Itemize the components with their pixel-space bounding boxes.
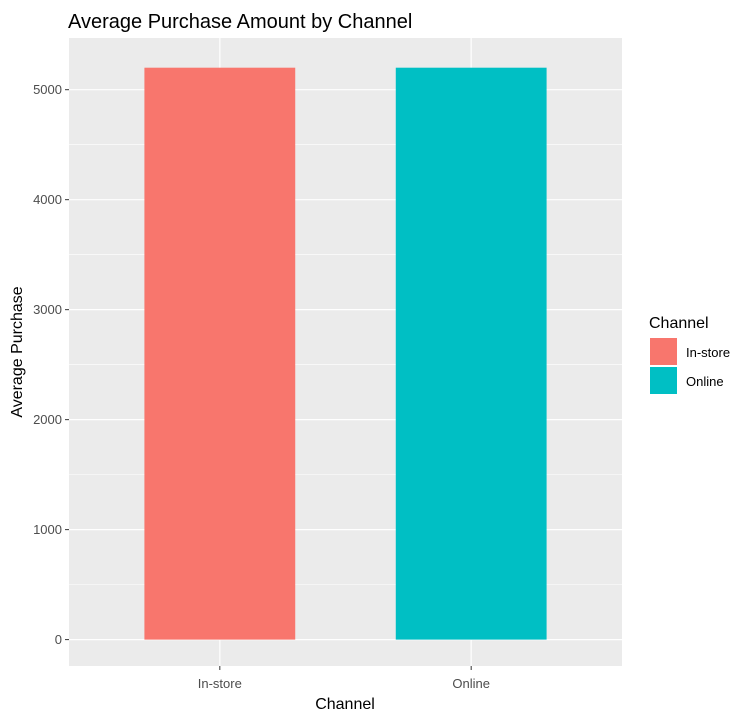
- bars-group: [144, 67, 547, 640]
- x-axis-title: Channel: [315, 696, 375, 713]
- legend-title: Channel: [649, 315, 709, 332]
- legend-swatch-online: [650, 367, 677, 394]
- y-tick-label: 4000: [33, 192, 62, 207]
- legend-swatch-in-store: [650, 338, 677, 365]
- legend-entries: In-store Online: [650, 338, 730, 394]
- y-tick-label: 5000: [33, 82, 62, 97]
- bar-online: [395, 67, 547, 640]
- x-axis-ticks: In-store Online: [198, 666, 490, 691]
- chart-title: Average Purchase Amount by Channel: [68, 11, 412, 33]
- y-axis-ticks: 0 1000 2000 3000 4000 5000: [33, 82, 69, 647]
- x-tick-label: In-store: [198, 676, 242, 691]
- y-tick-label: 0: [55, 632, 62, 647]
- legend-label: In-store: [686, 345, 730, 360]
- bar-in-store: [144, 67, 296, 640]
- x-tick-label: Online: [452, 676, 490, 691]
- y-tick-label: 3000: [33, 302, 62, 317]
- legend: Channel In-store Online: [649, 315, 730, 394]
- y-axis-title: Average Purchase: [9, 286, 26, 417]
- y-tick-label: 2000: [33, 412, 62, 427]
- y-tick-label: 1000: [33, 522, 62, 537]
- legend-label: Online: [686, 374, 724, 389]
